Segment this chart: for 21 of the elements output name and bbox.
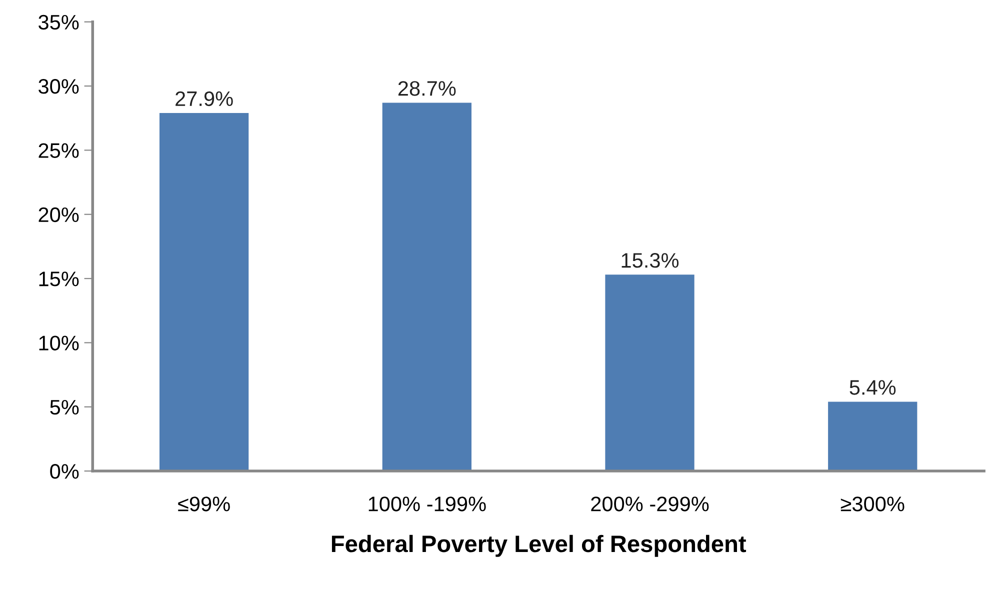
y-tick-label: 10% <box>39 336 79 350</box>
data-label: 15.3% <box>622 253 679 268</box>
x-tick-label: 200% -299% <box>591 496 709 512</box>
data-label: 5.4% <box>850 380 896 395</box>
x-tick-label: 100% -199% <box>368 496 486 512</box>
y-tick-label: 0% <box>50 464 79 479</box>
bar <box>159 112 249 472</box>
y-tick-label: 30% <box>38 79 79 94</box>
y-tick-label: 35% <box>38 14 79 30</box>
y-tick-label: 20% <box>38 207 79 222</box>
x-tick-label: ≥300% <box>840 496 904 512</box>
data-label: 27.9% <box>176 91 233 106</box>
bar <box>382 102 472 472</box>
x-tick-label: ≤99% <box>178 496 230 512</box>
y-tick-label: 15% <box>39 272 79 286</box>
bar <box>605 274 694 472</box>
x-axis-title: Federal Poverty Level of Respondent <box>332 534 746 557</box>
data-label: 28.7% <box>398 81 456 96</box>
bar <box>828 402 918 472</box>
y-tick-label: 25% <box>38 143 79 158</box>
y-tick-label: 5% <box>50 400 79 415</box>
